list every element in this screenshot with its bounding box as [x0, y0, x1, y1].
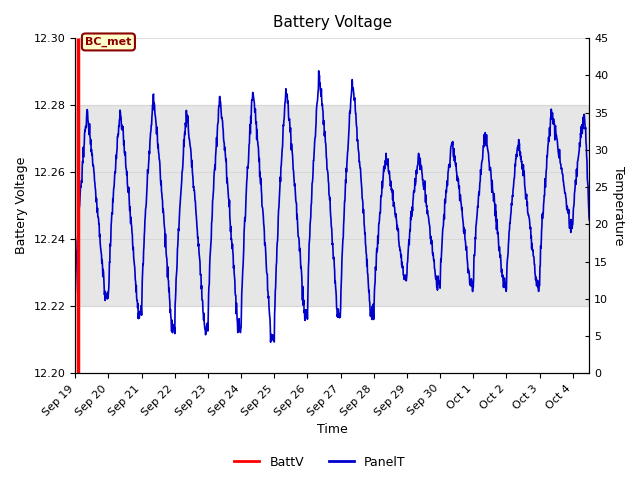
Text: BC_met: BC_met: [85, 37, 132, 47]
Bar: [76, 105, 589, 306]
Y-axis label: Temperature: Temperature: [612, 166, 625, 245]
X-axis label: Time: Time: [317, 423, 348, 436]
Title: Battery Voltage: Battery Voltage: [273, 15, 392, 30]
Y-axis label: Battery Voltage: Battery Voltage: [15, 157, 28, 254]
Legend: BattV, PanelT: BattV, PanelT: [229, 451, 411, 474]
